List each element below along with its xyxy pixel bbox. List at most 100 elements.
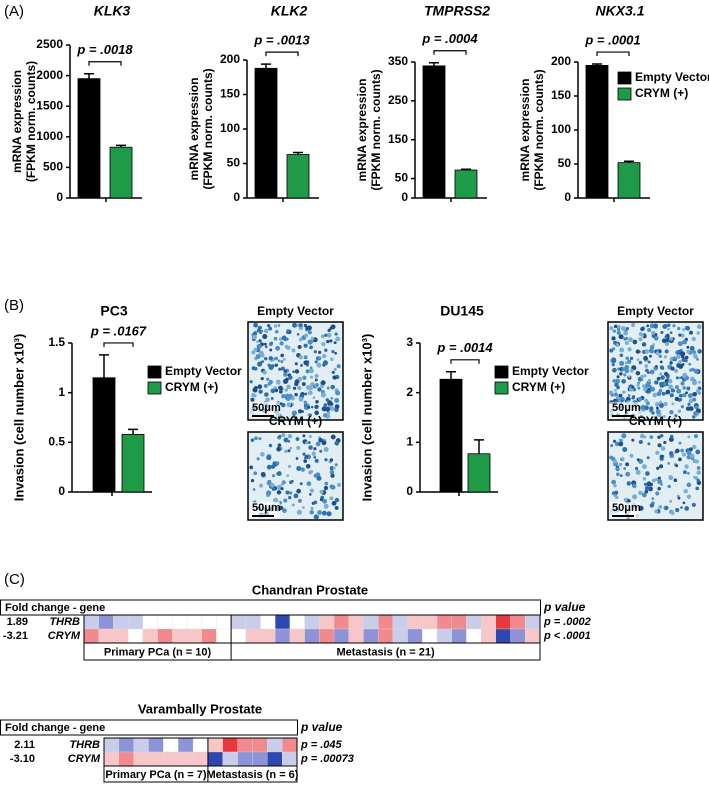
cell — [676, 388, 682, 394]
cell — [688, 447, 693, 452]
cell — [675, 448, 680, 454]
cell — [627, 347, 632, 352]
cell — [693, 434, 699, 439]
chart-title: KLK3 — [94, 3, 131, 19]
cell — [254, 436, 258, 441]
cell — [686, 345, 690, 349]
cell — [293, 493, 299, 499]
cell — [296, 488, 302, 494]
cell — [307, 330, 312, 335]
cell — [670, 510, 674, 515]
cell — [644, 349, 650, 354]
cell — [624, 340, 629, 345]
cell — [665, 337, 670, 342]
cell — [249, 380, 253, 384]
cell — [631, 396, 635, 400]
cell — [281, 394, 286, 399]
bar — [439, 378, 463, 493]
cell — [669, 451, 674, 456]
cell — [638, 360, 643, 365]
cell — [636, 383, 640, 387]
cell — [317, 510, 323, 515]
cell — [315, 441, 321, 447]
scale-bar-backdrop — [610, 502, 640, 518]
cell — [669, 331, 673, 335]
cell — [305, 326, 309, 331]
cell — [619, 372, 623, 376]
heatmap-cell — [289, 628, 305, 644]
cell — [664, 335, 668, 339]
cell — [313, 514, 319, 520]
cell — [680, 351, 686, 357]
cell — [277, 359, 281, 363]
heatmap-cell — [466, 628, 482, 644]
cell — [249, 465, 254, 470]
cell — [276, 446, 282, 452]
heatmap-cell — [363, 628, 379, 644]
cell — [257, 325, 262, 330]
cell — [695, 449, 701, 455]
y-tick-label: 150 — [388, 132, 408, 146]
significance-bracket — [103, 342, 134, 347]
cell — [291, 503, 295, 507]
cell — [297, 385, 302, 391]
cell — [663, 371, 669, 377]
cell — [316, 475, 322, 481]
cell — [644, 364, 649, 368]
gene-name: CRYM — [48, 630, 81, 642]
y-tick-label: 0 — [401, 190, 408, 204]
cell — [330, 396, 334, 400]
image-label: Empty Vector — [617, 304, 694, 318]
cell — [336, 482, 342, 487]
cell — [299, 482, 303, 486]
cell — [275, 345, 281, 351]
cell — [294, 381, 299, 387]
cell — [640, 333, 645, 338]
y-axis-label: mRNA expression — [355, 79, 369, 182]
cell — [285, 377, 289, 382]
cell — [286, 384, 291, 390]
cell — [309, 375, 314, 379]
cell — [652, 343, 656, 346]
cell — [267, 382, 271, 386]
heatmap-cell — [192, 751, 209, 767]
scale-label: 50μm — [252, 402, 281, 414]
cell — [307, 390, 313, 396]
cell — [634, 466, 639, 471]
cell — [618, 441, 624, 447]
cell — [267, 324, 271, 327]
cell — [274, 388, 279, 393]
cell — [250, 438, 255, 442]
cell — [662, 324, 668, 330]
cell — [663, 401, 668, 407]
cell — [652, 392, 658, 398]
cell — [677, 341, 683, 347]
cell — [632, 339, 638, 345]
cell — [253, 347, 258, 352]
cell — [268, 364, 274, 370]
panel-label: (A) — [4, 3, 24, 20]
cell — [330, 434, 336, 440]
cell — [308, 413, 313, 417]
heatmap-cell — [157, 628, 173, 644]
cell — [314, 404, 319, 410]
y-tick-label: 1 — [406, 435, 413, 449]
cell — [678, 360, 682, 364]
cell — [314, 410, 320, 416]
heatmap-cell — [148, 751, 164, 767]
cell — [305, 369, 310, 374]
cell — [280, 353, 285, 358]
cell — [258, 483, 264, 488]
cell — [643, 355, 648, 361]
cell — [264, 345, 268, 349]
fold-change: 1.89 — [7, 616, 28, 628]
y-tick-label: 1000 — [36, 129, 63, 143]
cell — [323, 446, 329, 452]
heatmap-cell — [237, 751, 253, 767]
cell — [695, 486, 700, 491]
heatmap-cell — [451, 614, 467, 630]
cell — [315, 383, 319, 387]
cell — [610, 393, 614, 397]
legend-label: CRYM (+) — [635, 86, 688, 100]
heatmap-cell — [103, 737, 119, 753]
